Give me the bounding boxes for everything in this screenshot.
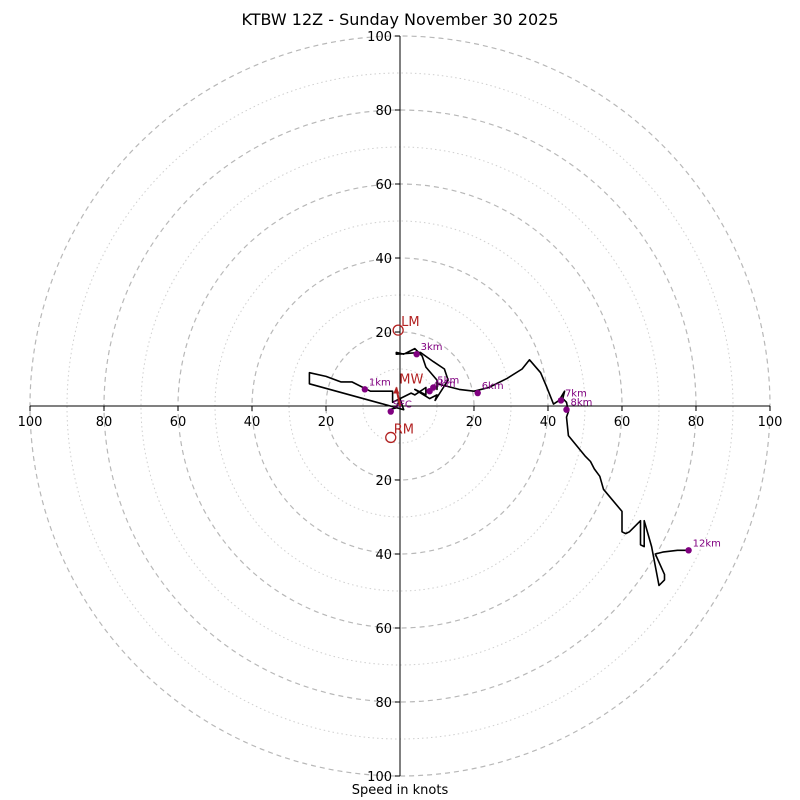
x-tick-label: 80: [96, 415, 113, 430]
y-tick-label: 100: [367, 30, 392, 45]
height-marker-6km: [474, 389, 481, 397]
height-marker-8km: [563, 406, 570, 413]
storm-motion-lm-marker: [392, 324, 404, 336]
y-tick-label: 40: [375, 548, 392, 563]
x-tick-label: 40: [540, 415, 557, 430]
height-label-7km: 7km: [565, 388, 587, 399]
height-label-5km: 5km: [437, 376, 459, 387]
x-tick-label: 20: [466, 415, 483, 430]
x-tick-label: 20: [318, 415, 335, 430]
chart-title: KTBW 12Z - Sunday November 30 2025: [241, 10, 559, 29]
storm-motion-rm-label: RM: [394, 422, 414, 437]
y-tick-label: 80: [375, 104, 392, 119]
surface-label: SFC: [393, 400, 412, 411]
height-label-4km: 4km: [434, 379, 456, 390]
height-label-1km: 1km: [369, 377, 391, 388]
x-tick-label: 100: [758, 415, 783, 430]
x-tick-label: 60: [170, 415, 187, 430]
height-marker-5km: [430, 384, 437, 391]
height-label-8km: 8km: [571, 398, 593, 409]
storm-motion-lm-label: LM: [401, 315, 419, 330]
wind-trace-line: [308, 347, 689, 587]
height-label-6km: 6km: [482, 381, 504, 392]
y-tick-label: 80: [375, 696, 392, 711]
y-tick-label: 20: [375, 326, 392, 341]
tick-labels: 100 80 60 40 20 20 40 60 80 100 100 80 60 40 20 20 40 60 8…: [18, 30, 783, 785]
y-tick-label: 40: [375, 252, 392, 267]
storm-motion-markers: LM RM MW: [385, 315, 424, 444]
wind-trace: [308, 347, 689, 587]
y-tick-label: 20: [375, 474, 392, 489]
height-marker-3km: [413, 351, 420, 358]
y-tick-label: 60: [375, 622, 392, 637]
height-label-12km: 12km: [693, 538, 721, 549]
x-axis-label: Speed in knots: [351, 783, 449, 798]
x-tick-label: 80: [688, 415, 705, 430]
height-marker-7km: [557, 397, 565, 404]
storm-motion-mw-label: MW: [399, 373, 423, 388]
x-tick-label: 60: [614, 415, 631, 430]
height-label-3km: 3km: [421, 342, 443, 353]
x-tick-label: 100: [18, 415, 43, 430]
x-tick-label: 40: [244, 415, 261, 430]
height-marker-12km: [685, 547, 692, 554]
y-tick-label: 100: [367, 770, 392, 785]
y-tick-label: 60: [375, 178, 392, 193]
height-marker-1km: [361, 386, 369, 393]
storm-motion-arrowhead: [393, 386, 400, 394]
storm-motion-rm-marker: [385, 431, 397, 444]
surface-marker: [387, 408, 394, 415]
